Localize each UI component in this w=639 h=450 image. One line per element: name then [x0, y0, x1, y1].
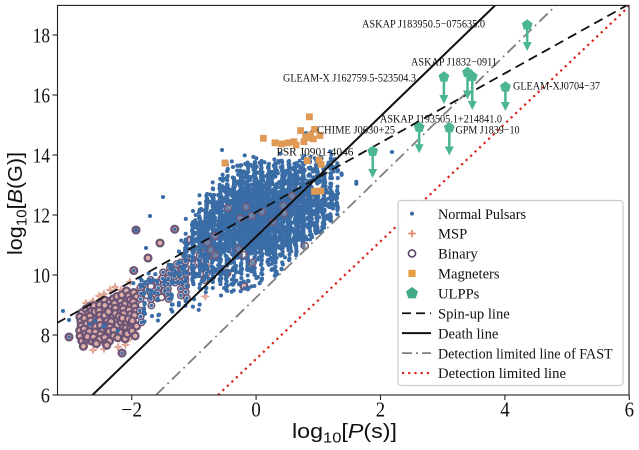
svg-text:8: 8 [41, 324, 50, 348]
svg-text:Detection limited line of FAST: Detection limited line of FAST [438, 346, 613, 362]
svg-text:GLEAM-X J162759.5-523504.3: GLEAM-X J162759.5-523504.3 [283, 73, 416, 85]
svg-text:Magneters: Magneters [438, 267, 500, 283]
svg-text:6: 6 [41, 384, 50, 408]
svg-text:10: 10 [33, 264, 50, 288]
svg-text:6: 6 [625, 398, 634, 422]
svg-text:CHIME J0630+25: CHIME J0630+25 [317, 125, 395, 137]
svg-text:0: 0 [251, 398, 260, 422]
svg-text:Binary: Binary [438, 247, 478, 263]
svg-text:18: 18 [33, 24, 50, 48]
svg-text:Normal Pulsars: Normal Pulsars [438, 207, 526, 223]
svg-text:2: 2 [376, 398, 385, 422]
svg-text:14: 14 [33, 144, 51, 168]
svg-text:PSR J0901-4046: PSR J0901-4046 [277, 147, 354, 159]
svg-text:log10[P(s)]: log 10 [P(s)] [292, 420, 397, 447]
svg-text:ASKAP J183950.5−075635.0: ASKAP J183950.5−075635.0 [362, 19, 485, 31]
svg-text:GPM J1839−10: GPM J1839−10 [456, 125, 520, 137]
svg-text:12: 12 [33, 204, 50, 228]
svg-text:−2: −2 [121, 398, 142, 422]
svg-text:Spin-up line: Spin-up line [438, 306, 510, 322]
svg-text:ULPPs: ULPPs [438, 287, 480, 303]
svg-text:Death line: Death line [438, 326, 498, 342]
svg-text:GLEAM-XJ0704−37: GLEAM-XJ0704−37 [513, 81, 600, 93]
svg-text:MSP: MSP [438, 227, 467, 243]
svg-text:16: 16 [33, 84, 50, 108]
svg-text:ASKAP J193505.1+214841.0: ASKAP J193505.1+214841.0 [380, 114, 502, 126]
svg-text:ASKAP J1832−0911: ASKAP J1832−0911 [411, 57, 497, 69]
svg-text:4: 4 [500, 398, 510, 422]
svg-text:log10[B(G)]: log10[B(G)] [4, 152, 31, 255]
svg-text:Detection limited line: Detection limited line [438, 366, 566, 382]
